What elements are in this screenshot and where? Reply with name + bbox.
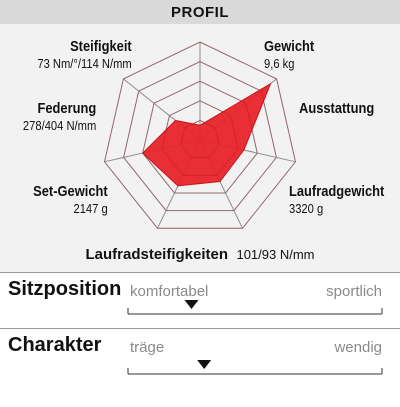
axis-name: Ausstattung (299, 100, 375, 117)
scale-marker (184, 300, 199, 309)
axis-value: 101/93 N/mm (236, 247, 315, 262)
profile-header: PROFIL (0, 0, 400, 25)
divider (0, 328, 400, 329)
axis-name: Laufradgewicht (289, 183, 385, 200)
scale-track-charakter (127, 360, 383, 375)
radar-grid-ring-overlay (142, 80, 258, 194)
divider (0, 272, 400, 273)
radar-grid-ring (123, 61, 277, 212)
radar-grid-ring-overlay (123, 61, 277, 212)
radar-grid-ring-overlay (104, 41, 296, 229)
scale-charakter: Charakter träge wendig (0, 334, 400, 398)
radar-grid-ring-overlay (161, 100, 239, 176)
axis-label-laufradsteifigkeiten: Laufradsteifigkeiten 101/93 N/mm (0, 246, 400, 264)
axis-name: Federung (37, 100, 96, 117)
scale-marker (197, 360, 212, 369)
axis-value: 278/404 N/mm (22, 118, 96, 133)
scale-left-label: träge (130, 339, 165, 356)
axis-value: 9,6 kg (264, 56, 295, 71)
axis-name: Gewicht (264, 38, 315, 55)
axis-label-federung: Federung 278/404 N/mm (11, 100, 96, 134)
axis-label-steifigkeit: Steifigkeit 73 Nm/°/114 N/mm (22, 38, 132, 72)
scale-track-sitzposition (127, 300, 383, 315)
radar-chart (103, 41, 297, 229)
scale-sitzposition: Sitzposition komfortabel sportlich (0, 278, 400, 342)
axis-value: 73 Nm/°/114 N/mm (37, 56, 132, 71)
axis-value: 2147 g (73, 201, 108, 216)
radar-series-area (141, 82, 272, 187)
scale-right-label: sportlich (326, 283, 382, 300)
profile-title: PROFIL (171, 4, 229, 21)
axis-label-gewicht: Gewicht 9,6 kg (264, 38, 322, 72)
radar-grid-ring-overlay (180, 119, 220, 159)
axis-name: Steifigkeit (70, 38, 132, 55)
scale-title: Sitzposition (8, 278, 122, 300)
radar-chart-area: Steifigkeit 73 Nm/°/114 N/mm Gewicht 9,6… (0, 24, 400, 272)
axis-label-ausstattung: Ausstattung (299, 100, 387, 117)
axis-name: Laufradsteifigkeiten (85, 246, 229, 263)
scale-left-label: komfortabel (130, 283, 209, 300)
axis-label-laufradgewicht: Laufradgewicht 3320 g (289, 183, 400, 217)
axis-label-set-gewicht: Set-Gewicht 2147 g (21, 183, 108, 217)
scale-right-label: wendig (334, 339, 382, 356)
radar-grid-ring (103, 41, 297, 229)
axis-value: 3320 g (289, 201, 324, 216)
axis-name: Set-Gewicht (33, 183, 108, 200)
scale-title: Charakter (8, 334, 102, 356)
